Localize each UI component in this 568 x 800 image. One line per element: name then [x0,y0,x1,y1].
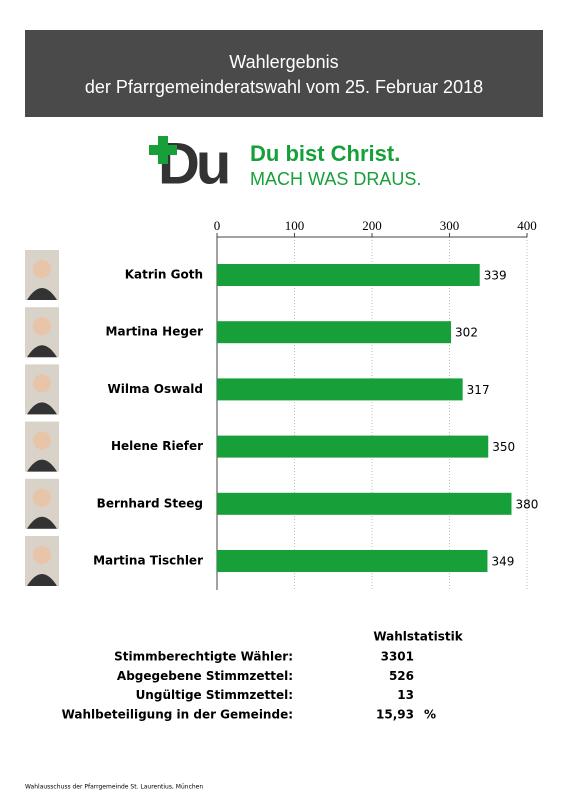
photo-head [33,260,51,278]
y-tick-label: Wilma Oswald [108,382,203,396]
x-tick-label: 0 [214,218,221,233]
chart: 0 100 200 300 400 Katrin Goth 339 Martina Heger… [93,218,538,590]
photo-head [33,546,51,564]
photo-body [27,345,57,358]
stat-value: 13 [397,688,414,702]
bar [217,378,463,401]
stats-title: Wahlstatistik [373,630,463,644]
photo-head [33,374,51,393]
stat-value: 3301 [381,650,414,664]
photo-body [27,574,57,586]
stat-label: Stimmberechtigte Wähler: [114,650,293,664]
logo-slogan: Du bist Christ. [250,141,400,166]
value-label: 317 [467,383,490,397]
x-tick-label: 400 [517,218,537,233]
stat-label: Wahlbeteiligung in der Gemeinde: [62,707,293,721]
stat-value: 15,93 [376,707,414,721]
photo-body [27,288,57,300]
value-label: 380 [516,497,539,511]
logo-mark: Du [158,131,228,196]
logo-tagline: MACH WAS DRAUS. [250,169,421,189]
y-tick-label: Martina Tischler [93,554,203,568]
x-tick-label: 200 [362,218,382,233]
value-label: 339 [484,269,507,283]
photo-head [33,488,51,507]
logo: Du Du bist Christ. MACH WAS DRAUS. [149,131,421,196]
value-label: 350 [492,440,515,454]
photo-head [33,317,51,336]
photos [25,250,59,586]
y-tick-label: Katrin Goth [125,268,203,282]
stat-label: Abgegebene Stimmzettel: [117,669,293,683]
x-tick-label: 100 [285,218,305,233]
stat-label: Ungültige Stimmzettel: [136,688,293,702]
photo-body [27,459,57,472]
footer: Wahlausschuss der Pfarrgemeinde St. Laur… [25,784,203,791]
logo-cross [149,136,177,164]
value-label: 349 [491,555,514,569]
value-label: 302 [455,326,478,340]
statistics: Wahlstatistik Stimmberechtigte Wähler: 33… [62,630,464,722]
x-tick-label: 300 [440,218,460,233]
photo-body [27,516,57,529]
bar [217,492,512,515]
y-tick-label: Helene Riefer [111,439,203,453]
y-tick-label: Bernhard Steeg [97,496,203,510]
bar [217,435,489,458]
photo-head [33,431,51,450]
header-box [25,30,543,117]
stat-value: 526 [389,669,414,683]
y-tick-label: Martina Heger [106,325,204,339]
bar [217,550,488,572]
bar [217,264,480,286]
header-title: Wahlergebnis [229,52,338,72]
photo-body [27,402,57,415]
header-subtitle: der Pfarrgemeinderatswahl vom 25. Februa… [85,77,483,97]
bar [217,321,452,344]
stat-unit: % [424,707,436,721]
